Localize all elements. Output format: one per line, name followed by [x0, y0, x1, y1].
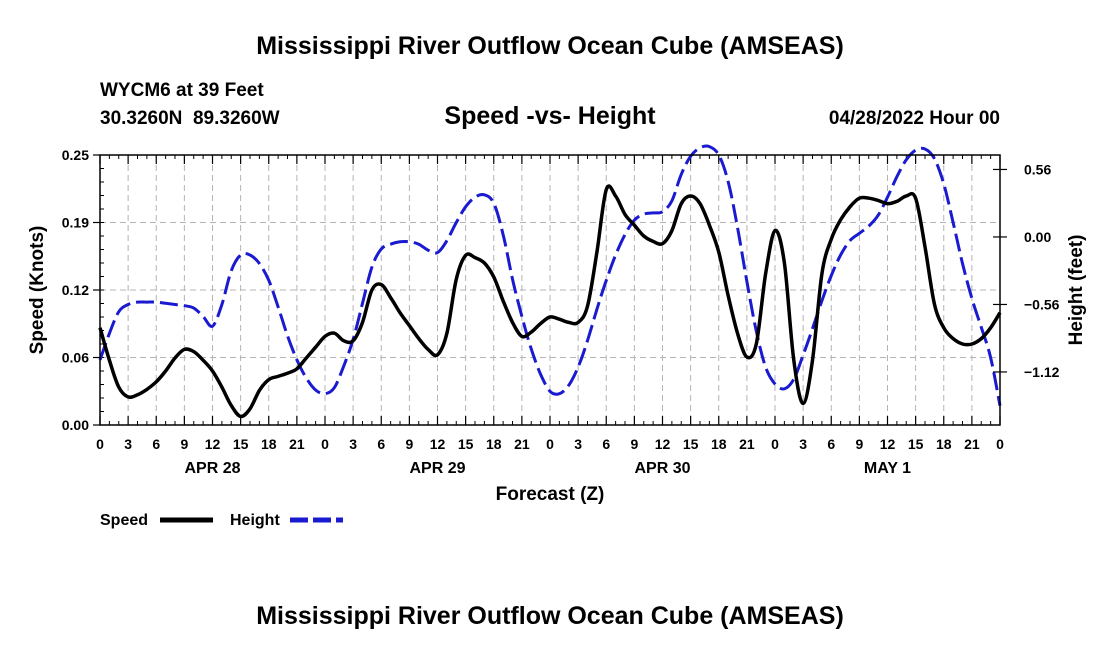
data-series [98, 144, 1002, 419]
legend-speed-label: Speed [100, 512, 148, 529]
x-tick-label: 3 [799, 436, 807, 452]
grid [100, 155, 1000, 425]
chart-title: Speed -vs- Height [444, 102, 656, 130]
y-axis-title-left: Speed (Knots) [27, 226, 48, 355]
x-tick-label: 18 [261, 436, 277, 452]
x-tick-label: 6 [152, 436, 160, 452]
x-tick-label: 0 [96, 436, 104, 452]
y-tick-label-left: 0.06 [62, 350, 89, 366]
y-tick-label-right: 0.56 [1024, 161, 1051, 177]
x-tick-label: 9 [405, 436, 413, 452]
y-tick-label-left: 0.00 [62, 417, 89, 433]
x-tick-label: 15 [233, 436, 249, 452]
x-tick-label: 6 [377, 436, 385, 452]
x-tick-label: 21 [289, 436, 305, 452]
x-day-label: MAY 1 [864, 460, 911, 477]
x-tick-label: 15 [683, 436, 699, 452]
x-tick-label: 18 [711, 436, 727, 452]
x-tick-label: 12 [430, 436, 446, 452]
x-tick-label: 9 [630, 436, 638, 452]
y-tick-label-right: 0.00 [1024, 229, 1051, 245]
legend: Speed Height [100, 512, 343, 529]
x-tick-label: 9 [180, 436, 188, 452]
x-tick-label: 3 [574, 436, 582, 452]
plot-frame [99, 154, 1001, 426]
footer-title: Mississippi River Outflow Ocean Cube (AM… [256, 602, 844, 630]
x-tick-label: 12 [205, 436, 221, 452]
series-line-height [98, 144, 1002, 406]
main-title: Mississippi River Outflow Ocean Cube (AM… [256, 32, 844, 60]
x-tick-label: 21 [964, 436, 980, 452]
y-tick-label-right: −0.56 [1024, 296, 1060, 312]
x-tick-label: 3 [124, 436, 132, 452]
tick-labels: 0 3 6 9 12 15 18 21 0 3 6 9 12 15 18 21 0 3 6 9 12 15 18 21 0 3 6 9… [62, 147, 1060, 477]
x-tick-label: 0 [321, 436, 329, 452]
forecast-date: 04/28/2022 Hour 00 [829, 108, 1000, 129]
x-day-label: APR 30 [634, 460, 690, 477]
x-tick-label: 21 [739, 436, 755, 452]
x-axis-title: Forecast (Z) [496, 484, 605, 505]
x-tick-label: 0 [996, 436, 1004, 452]
x-tick-label: 0 [771, 436, 779, 452]
series-line-speed [98, 184, 1002, 419]
x-tick-label: 3 [349, 436, 357, 452]
x-tick-label: 12 [880, 436, 896, 452]
x-tick-label: 6 [602, 436, 610, 452]
x-tick-label: 9 [855, 436, 863, 452]
x-tick-label: 18 [486, 436, 502, 452]
station-coords: 30.3260N 89.3260W [100, 108, 280, 129]
x-tick-label: 21 [514, 436, 530, 452]
y-tick-label-right: −1.12 [1024, 364, 1060, 380]
legend-height-label: Height [230, 512, 280, 529]
station-name: WYCM6 at 39 Feet [100, 80, 264, 101]
x-tick-label: 0 [546, 436, 554, 452]
x-tick-label: 6 [827, 436, 835, 452]
y-axis-title-right: Height (feet) [1066, 235, 1087, 346]
x-tick-label: 15 [458, 436, 474, 452]
x-day-label: APR 29 [409, 460, 465, 477]
x-tick-label: 12 [655, 436, 671, 452]
y-tick-label-left: 0.12 [62, 282, 89, 298]
x-tick-label: 18 [936, 436, 952, 452]
x-day-label: APR 28 [184, 460, 240, 477]
x-tick-label: 15 [908, 436, 924, 452]
y-tick-label-left: 0.25 [62, 147, 89, 163]
y-tick-label-left: 0.19 [62, 215, 89, 231]
